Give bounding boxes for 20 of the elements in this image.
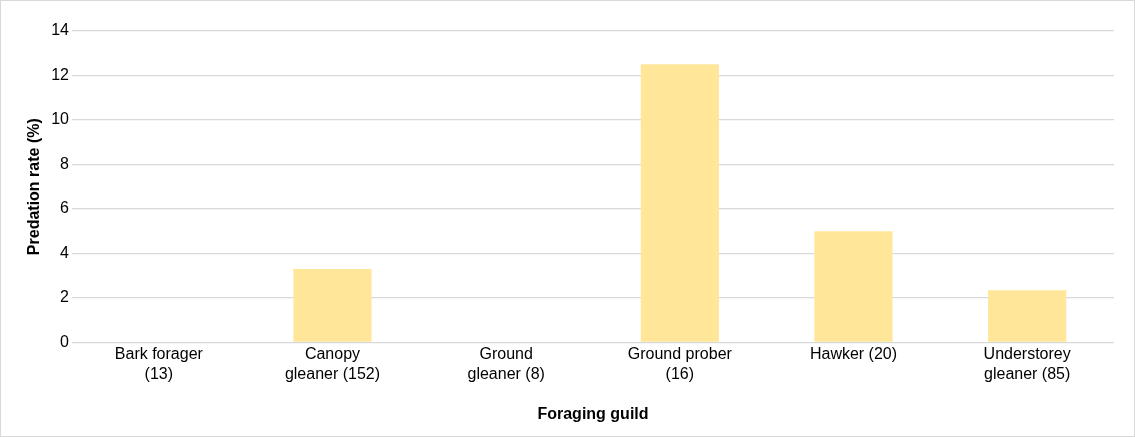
x-tick-label: Canopy gleaner (152)	[284, 345, 381, 382]
x-tick-label: Hawker (20)	[809, 345, 898, 363]
y-tick-label: 8	[60, 154, 70, 172]
y-tick-label: 4	[60, 243, 70, 261]
bar	[814, 231, 893, 342]
x-tick-label: Bark forager (13)	[114, 345, 204, 382]
y-tick-label: 2	[60, 288, 70, 306]
bar	[640, 64, 719, 342]
x-tick-label: Ground prober (16)	[627, 345, 733, 382]
x-axis-title: Foraging guild	[537, 404, 649, 422]
bar	[988, 290, 1067, 342]
x-tick-label: Understorey gleaner (85)	[983, 345, 1071, 382]
y-tick-label: 10	[51, 110, 70, 128]
y-tick-label: 6	[60, 199, 70, 217]
y-tick-label: 12	[51, 65, 70, 83]
y-tick-label: 0	[60, 332, 70, 350]
y-axis-title: Predation rate (%)	[25, 118, 43, 256]
y-tick-label: 14	[51, 21, 70, 39]
bar	[293, 269, 372, 342]
x-tick-label: Ground gleaner (8)	[467, 345, 545, 382]
